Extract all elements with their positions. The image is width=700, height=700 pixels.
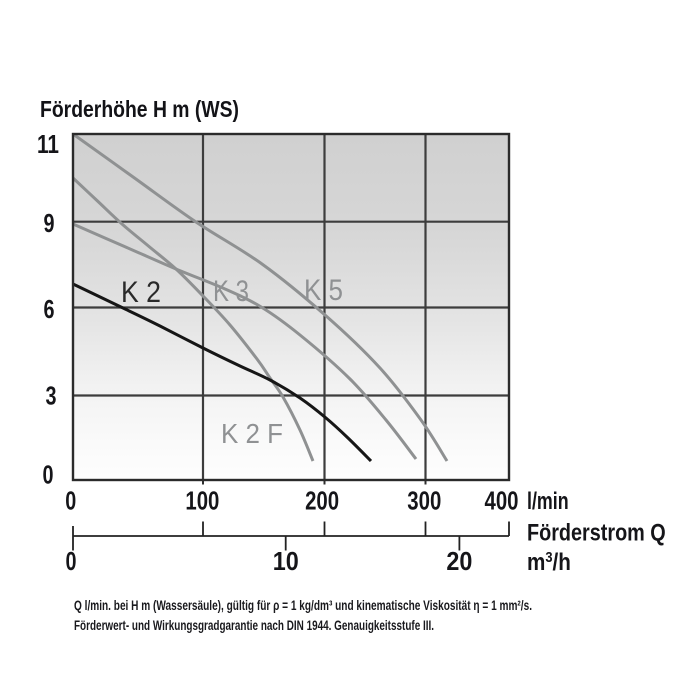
svg-text:3: 3	[46, 380, 57, 410]
svg-text:200: 200	[305, 485, 339, 515]
svg-text:400: 400	[485, 485, 519, 515]
svg-text:Förderwert- und Wirkungsgradga: Förderwert- und Wirkungsgradgarantie nac…	[74, 618, 434, 633]
svg-text:10: 10	[273, 546, 299, 576]
svg-text:m3/h: m3/h	[527, 548, 571, 575]
svg-text:0: 0	[65, 485, 76, 515]
svg-text:100: 100	[185, 485, 219, 515]
svg-text:300: 300	[407, 485, 441, 515]
svg-text:20: 20	[446, 546, 472, 576]
svg-text:9: 9	[44, 208, 55, 238]
svg-text:6: 6	[44, 294, 55, 324]
svg-text:Förderstrom Q: Förderstrom Q	[527, 520, 666, 547]
svg-text:l/min: l/min	[527, 488, 569, 515]
svg-text:11: 11	[37, 129, 59, 159]
svg-text:Q l/min. bei H m (Wassersäule): Q l/min. bei H m (Wassersäule), gültig f…	[74, 598, 532, 613]
svg-text:Förderhöhe H m (WS): Förderhöhe H m (WS)	[40, 96, 239, 122]
svg-text:K 3: K 3	[213, 275, 249, 308]
svg-text:0: 0	[66, 546, 77, 576]
svg-text:K 5: K 5	[304, 274, 343, 307]
svg-text:K 2: K 2	[121, 276, 161, 309]
svg-text:K 2 F: K 2 F	[221, 418, 283, 449]
svg-text:0: 0	[43, 460, 54, 490]
